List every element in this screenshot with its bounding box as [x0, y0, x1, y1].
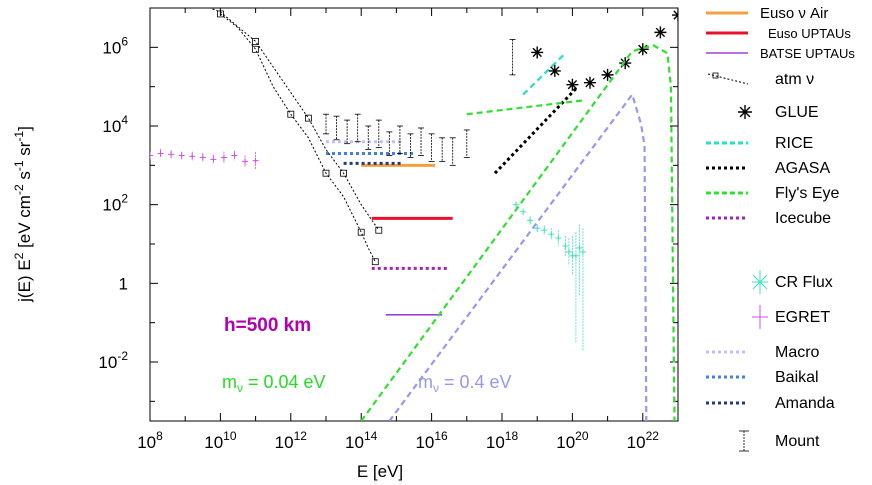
series-atm [216, 10, 379, 266]
legend-item-macro: Macro [706, 344, 820, 361]
y-axis-label: j(E) E2 [eV cm-2 s-1 sr-1] [12, 126, 34, 303]
y-tick-label: 106 [102, 34, 128, 57]
mark-atm-point [252, 45, 260, 53]
legend-swatch [738, 105, 752, 119]
legend-label: GLUE [775, 104, 819, 121]
axis-ticks: 108 1010 1012 1014 1016 1018 1020 1022 106 104 102… [98, 7, 679, 452]
mark-agasa [493, 87, 578, 175]
legend-label: Amanda [775, 395, 835, 412]
mark-atm-point [216, 10, 224, 18]
series-mount [323, 39, 516, 166]
legend-label: BATSE UPTAUs [760, 46, 855, 61]
mark-glue [548, 64, 561, 77]
legend-label: Macro [775, 344, 820, 361]
y-tick-label: 104 [102, 113, 128, 136]
y-tick-label: 102 [102, 192, 128, 215]
y-tick-label: 10-2 [98, 349, 128, 372]
legend-swatch [707, 73, 749, 85]
series-glue [531, 9, 678, 91]
mark-atm-upper-point [375, 226, 383, 234]
mark-atm [220, 13, 376, 262]
mark-atm-upper-point [304, 114, 312, 122]
legend-item-cr-flux: CR Flux [752, 270, 833, 294]
legend-swatch [752, 274, 768, 290]
plot-frame [149, 7, 679, 422]
series-m-0-04-ev [360, 44, 676, 421]
series-layer [150, 8, 678, 421]
legend-item-euso-air: Euso ν Air [706, 5, 828, 22]
mark-glue [601, 68, 614, 81]
legend-label: Euso UPTAUs [768, 26, 851, 41]
x-tick-label: 1020 [556, 429, 589, 452]
y-tick-label: 1 [119, 274, 128, 293]
mark-glue [654, 26, 667, 39]
mark-glue [619, 57, 632, 70]
legend-item-baikal: Baikal [706, 369, 819, 386]
series-agasa [493, 87, 578, 175]
mass-green-annotation: mν = 0.04 eV [222, 372, 326, 395]
mark-m-0-04-ev [360, 44, 676, 421]
legend-item-euso-uptaus: Euso UPTAUs [706, 26, 851, 41]
series-m-0-4-ev [388, 92, 648, 421]
legend-item-fly-s-eye: Fly's Eye [706, 185, 840, 202]
series-cr-flux [513, 201, 586, 351]
legend-item-icecube: Icecube [706, 210, 831, 227]
x-axis-label: E [eV] [357, 462, 403, 481]
x-tick-label: 108 [137, 429, 163, 452]
legend-label: Fly's Eye [775, 185, 840, 202]
mark-fly-s-eye [466, 99, 584, 116]
mark-atm-upper [208, 8, 380, 231]
height-annotation: h=500 km [224, 315, 311, 336]
legend-label: Euso ν Air [760, 5, 828, 22]
legend-item-egret: EGRET [752, 305, 830, 329]
legend-item-amanda: Amanda [706, 395, 835, 412]
legend-label: Baikal [775, 369, 819, 386]
series-fly-s-eye [466, 99, 584, 116]
mark-glue [566, 78, 579, 91]
svg-text:j(E) E2 [eV cm-2 s-1 sr-1]: j(E) E2 [eV cm-2 s-1 sr-1] [12, 126, 34, 303]
mark-atm-point [357, 228, 365, 236]
x-tick-label: 1022 [627, 429, 660, 452]
x-tick-label: 1018 [486, 429, 519, 452]
mass-blue-annotation: mν = 0.4 eV [418, 372, 512, 395]
legend-item-rice: RICE [706, 135, 813, 152]
legend-item-glue: GLUE [738, 104, 819, 121]
x-tick-label: 1012 [275, 429, 308, 452]
series-egret [150, 148, 259, 170]
legend-label: EGRET [775, 309, 830, 326]
legend-label: AGASA [775, 160, 830, 177]
mark-atm-point [322, 169, 330, 177]
mark-m-0-4-ev [388, 92, 648, 421]
series-atm-upper [208, 8, 383, 234]
legend-item-batse-uptaus: BATSE UPTAUs [706, 46, 855, 61]
legend: Euso ν Air Euso UPTAUs BATSE UPTAUs atm ν GL… [706, 5, 855, 452]
legend-item-agasa: AGASA [706, 160, 830, 177]
mark-glue [584, 76, 596, 89]
x-tick-label: 1010 [204, 429, 237, 452]
legend-item-mount: Mount [739, 430, 820, 452]
mark-glue [531, 46, 544, 59]
legend-item-atm: atm ν [707, 71, 814, 88]
series-rice [522, 52, 567, 96]
legend-label: Mount [775, 433, 820, 450]
mark-atm-upper-point [340, 169, 348, 177]
mark-atm-point [371, 258, 379, 266]
legend-label: atm ν [775, 71, 814, 88]
x-tick-label: 1014 [345, 429, 378, 452]
legend-label: RICE [775, 135, 813, 152]
legend-swatch [712, 72, 719, 79]
mark-atm-point [287, 110, 295, 118]
mark-rice [522, 52, 567, 96]
legend-label: CR Flux [775, 274, 833, 291]
mark-glue [636, 43, 649, 56]
mark-glue [672, 9, 678, 22]
mark-atm-upper-point [252, 38, 260, 45]
x-tick-label: 1016 [415, 429, 448, 452]
legend-label: Icecube [775, 210, 831, 227]
